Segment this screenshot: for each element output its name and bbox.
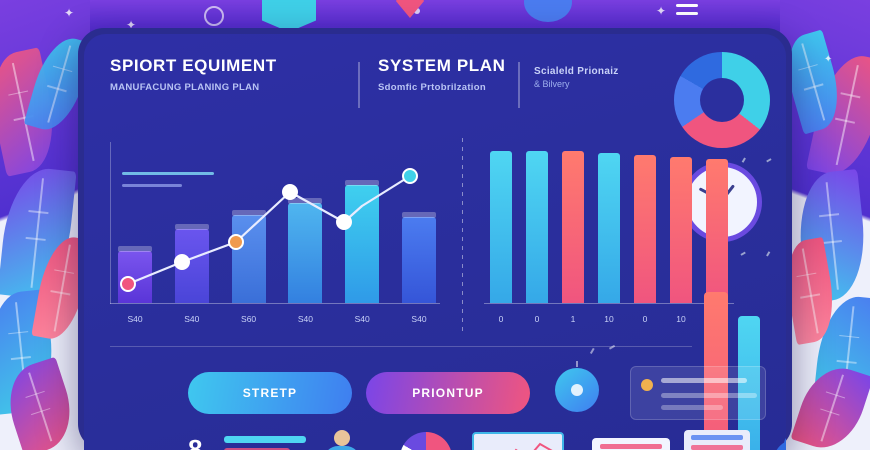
x-tick-label: S40	[354, 314, 370, 324]
person-head	[334, 430, 350, 446]
panel-divider	[462, 138, 463, 334]
x-tick-label: S40	[127, 314, 143, 324]
bar	[562, 151, 584, 303]
penguin-body	[774, 440, 786, 450]
placeholder-line	[224, 448, 290, 450]
bar	[670, 157, 692, 303]
x-tick-label: S40	[297, 314, 313, 324]
status-dot-icon	[641, 379, 653, 391]
person-body	[324, 446, 360, 450]
mini-dashboard-screen	[472, 432, 564, 450]
x-tick-label: 0	[534, 314, 540, 324]
header-divider	[358, 62, 360, 108]
doc-line	[691, 445, 743, 450]
dashboard-header: SPIORT EQUIMENT MANUFACUNG PLANING PLAN …	[110, 56, 760, 126]
x-axis	[484, 303, 734, 304]
mini-line-chart	[514, 442, 553, 450]
mini-document	[684, 430, 750, 450]
clock-tick	[766, 158, 772, 163]
gauge-tick	[589, 347, 595, 355]
x-tick-label: S40	[184, 314, 200, 324]
doc-line	[600, 444, 662, 449]
device-screen: SPIORT EQUIMENT MANUFACUNG PLANING PLAN …	[84, 34, 786, 450]
clock-tick	[740, 251, 746, 256]
x-tick-label: S40	[411, 314, 427, 324]
person-illustration	[320, 430, 364, 450]
placeholder-line	[224, 436, 306, 443]
header-divider	[518, 62, 520, 108]
x-axis	[110, 303, 440, 304]
doc-line	[691, 435, 743, 440]
y-axis	[110, 142, 111, 304]
bar	[231, 210, 266, 303]
x-tick-labels: S40 S40 S60 S40 S40 S40	[118, 314, 436, 324]
bar	[634, 155, 656, 303]
sparkle-icon: ✦	[64, 6, 75, 20]
x-tick-label: S60	[241, 314, 257, 324]
bar	[706, 159, 728, 303]
menu-icon[interactable]	[676, 12, 698, 15]
bar-line-chart: S40 S40 S60 S40 S40 S40	[110, 134, 440, 334]
bar-group	[490, 151, 728, 303]
x-tick-labels: 0 0 1 10 0 10 10	[490, 314, 728, 324]
header-right-column: Scialeld Prionaiz & Bilvery	[534, 56, 619, 89]
x-tick-label: 10	[604, 314, 614, 324]
header-left-subtitle: MANUFACUNG PLANING PLAN	[110, 82, 260, 93]
menu-icon[interactable]	[676, 4, 698, 7]
clock-tick	[766, 251, 771, 257]
header-mid-subtitle: Sdomfic Prtobrilzation	[378, 82, 486, 93]
header-mid-column: SYSTEM PLAN Sdomfic Prtobrilzation	[378, 56, 506, 93]
mini-pie-chart	[400, 432, 452, 450]
placeholder-lines	[224, 436, 306, 450]
sparkle-icon: ✦	[824, 54, 833, 65]
ring-decoration	[204, 6, 224, 26]
penguin-illustration	[774, 434, 786, 450]
bar	[526, 151, 548, 303]
legend-swatch	[122, 184, 182, 187]
sparkle-icon: ✦	[656, 4, 667, 18]
metric-value: 8	[188, 434, 203, 450]
gauge-dial	[555, 368, 599, 412]
header-left-column: SPIORT EQUIMENT MANUFACUNG PLANING PLAN	[110, 56, 277, 93]
bar	[490, 151, 512, 303]
placeholder-line	[661, 405, 723, 410]
section-divider	[110, 346, 692, 347]
bar	[401, 212, 436, 303]
bar	[704, 292, 728, 450]
clock-tick	[741, 157, 746, 163]
system-plan-bar-chart: 0 0 1 10 0 10 10	[484, 134, 734, 334]
legend-swatch	[122, 172, 214, 175]
info-card[interactable]	[630, 366, 766, 420]
header-right-subtitle: & Bilvery	[534, 79, 570, 89]
x-tick-label: 0	[642, 314, 648, 324]
circle-decoration	[524, 0, 572, 22]
bar	[598, 153, 620, 303]
x-tick-label: 0	[498, 314, 504, 324]
placeholder-line	[661, 378, 747, 383]
x-tick-label: 10	[676, 314, 686, 324]
dot-decoration	[414, 8, 420, 14]
device-frame: SPIORT EQUIMENT MANUFACUNG PLANING PLAN …	[78, 28, 792, 450]
gauge-widget	[544, 344, 616, 424]
placeholder-line	[661, 393, 757, 398]
x-tick-label: 1	[570, 314, 576, 324]
sparkle-icon: ✦	[126, 18, 137, 32]
line-series	[120, 168, 418, 292]
gauge-tick	[576, 361, 578, 367]
secondary-button[interactable]: PRIONTUP	[366, 372, 530, 414]
header-left-title: SPIORT EQUIMENT	[110, 56, 277, 75]
donut-chart	[674, 52, 770, 148]
primary-button[interactable]: STRETP	[188, 372, 352, 414]
header-right-title: Scialeld Prionaiz	[534, 66, 619, 77]
penguin-head	[784, 434, 786, 450]
mini-document	[592, 438, 670, 450]
bar	[738, 316, 760, 450]
header-mid-title: SYSTEM PLAN	[378, 56, 506, 75]
